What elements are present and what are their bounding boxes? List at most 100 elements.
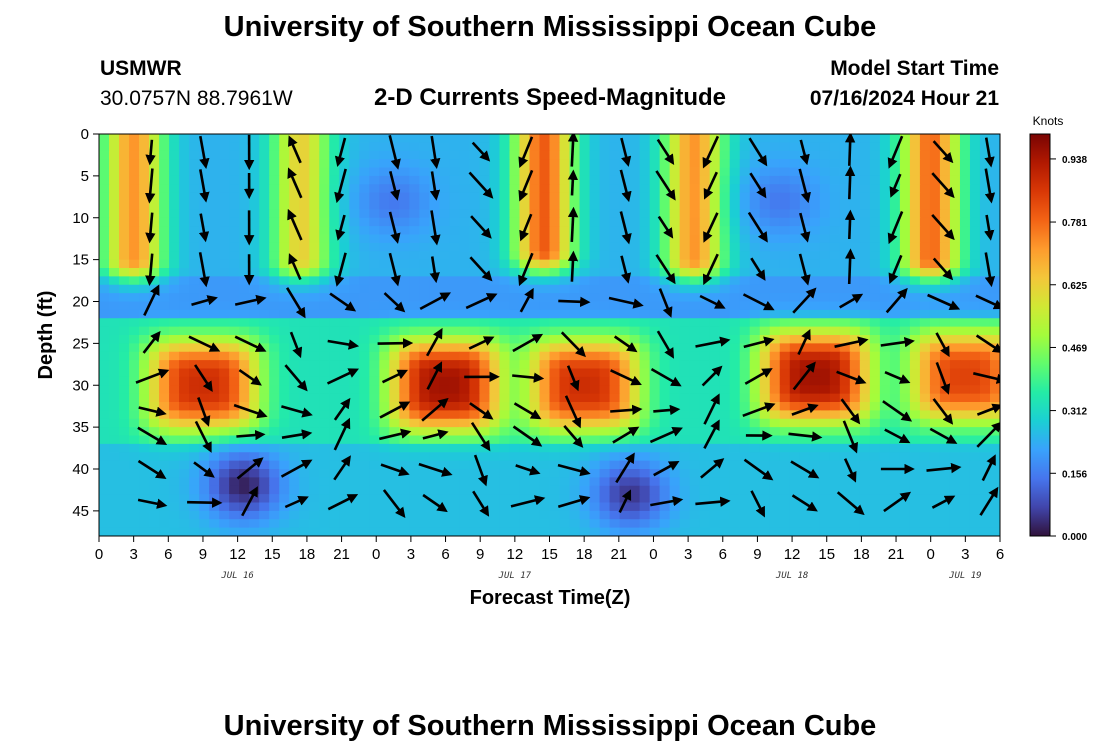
current-vector-arrow: [557, 495, 591, 509]
heatmap-cell: [419, 335, 430, 344]
heatmap-cell: [809, 134, 821, 143]
heatmap-cell: [309, 410, 320, 420]
heatmap-cell: [799, 410, 811, 420]
heatmap-cell: [659, 201, 671, 210]
heatmap-cell: [779, 477, 791, 487]
heatmap-cell: [159, 175, 170, 185]
heatmap-cell: [699, 318, 711, 328]
heatmap-cell: [609, 519, 621, 529]
heatmap-cell: [169, 469, 180, 478]
current-vector-arrow: [656, 330, 675, 359]
heatmap-cell: [779, 527, 791, 536]
heatmap-cell: [229, 251, 240, 261]
heatmap-cell: [689, 242, 701, 252]
heatmap-cell: [299, 142, 310, 152]
heatmap-cell: [619, 376, 631, 386]
heatmap-cell: [979, 184, 991, 194]
heatmap-cell: [209, 309, 220, 319]
heatmap-cell: [469, 368, 481, 378]
heatmap-cell: [779, 343, 791, 353]
heatmap-cell: [569, 226, 581, 236]
heatmap-cell: [509, 209, 521, 219]
heatmap-cell: [729, 527, 741, 536]
heatmap-cell: [979, 309, 991, 319]
heatmap-cell: [659, 452, 671, 462]
heatmap-cell: [279, 142, 290, 152]
day-label: JUL 19: [948, 571, 982, 581]
heatmap-cell: [859, 385, 871, 395]
heatmap-cell: [469, 167, 481, 177]
heatmap-cell: [509, 343, 521, 353]
heatmap-cell: [189, 226, 200, 236]
heatmap-cell: [569, 443, 581, 453]
heatmap-cell: [779, 192, 791, 202]
heatmap-cell: [989, 142, 1000, 152]
heatmap-cell: [169, 268, 180, 277]
heatmap-cell: [309, 435, 320, 445]
heatmap-cell: [649, 159, 661, 169]
current-vector-arrow: [518, 136, 534, 168]
heatmap-cell: [819, 259, 831, 269]
heatmap-cell: [299, 192, 310, 202]
heatmap-cell: [319, 510, 330, 520]
heatmap-cell: [469, 435, 481, 445]
current-vector-arrow: [137, 459, 167, 479]
heatmap-cell: [139, 510, 150, 520]
heatmap-cell: [749, 435, 761, 445]
heatmap-cell: [609, 276, 621, 286]
heatmap-cell: [649, 385, 661, 395]
heatmap-cell: [329, 410, 340, 420]
heatmap-cell: [489, 259, 501, 269]
heatmap-cell: [539, 410, 551, 420]
heatmap-cell: [869, 242, 881, 252]
heatmap-cell: [239, 351, 250, 361]
current-vector-arrow: [566, 365, 580, 392]
heatmap-cell: [339, 385, 350, 395]
heatmap-cell: [969, 134, 981, 143]
heatmap-cell: [989, 410, 1000, 420]
heatmap-cell: [439, 167, 450, 177]
heatmap-cell: [269, 142, 280, 152]
heatmap-cell: [959, 201, 971, 210]
heatmap-cell: [109, 184, 120, 194]
heatmap-cell: [899, 217, 911, 227]
heatmap-cell: [459, 192, 471, 202]
heatmap-cell: [129, 435, 140, 445]
heatmap-cell: [809, 184, 821, 194]
current-vector-arrow: [703, 393, 720, 425]
heatmap-cell: [729, 418, 741, 428]
heatmap-cell: [669, 142, 681, 152]
current-vector-arrow: [702, 253, 719, 286]
heatmap-cell: [469, 519, 481, 529]
heatmap-cell: [929, 159, 941, 169]
heatmap-cell: [329, 402, 340, 411]
heatmap-cell: [159, 351, 170, 361]
heatmap-cell: [969, 385, 981, 395]
heatmap-cell: [629, 393, 641, 403]
heatmap-cell: [199, 167, 210, 177]
heatmap-cell: [899, 527, 911, 536]
heatmap-cell: [679, 184, 691, 194]
heatmap-cell: [679, 402, 691, 411]
heatmap-cell: [549, 134, 561, 143]
current-vector-arrow: [620, 255, 632, 284]
heatmap-cell: [109, 259, 120, 269]
heatmap-cell: [499, 519, 511, 529]
heatmap-cell: [519, 460, 531, 470]
heatmap-cell: [879, 460, 891, 470]
heatmap-cell: [989, 293, 1000, 303]
heatmap-cell: [779, 284, 791, 294]
heatmap-cell: [759, 443, 771, 453]
heatmap-cell: [649, 268, 661, 277]
heatmap-cell: [109, 175, 120, 185]
heatmap-cell: [619, 318, 631, 328]
heatmap-cell: [99, 201, 110, 210]
heatmap-cell: [469, 460, 481, 470]
heatmap-cell: [369, 485, 380, 495]
heatmap-cell: [549, 519, 561, 529]
heatmap-cell: [959, 217, 971, 227]
heatmap-cell: [479, 427, 491, 437]
heatmap-cell: [159, 184, 170, 194]
heatmap-cell: [119, 226, 130, 236]
